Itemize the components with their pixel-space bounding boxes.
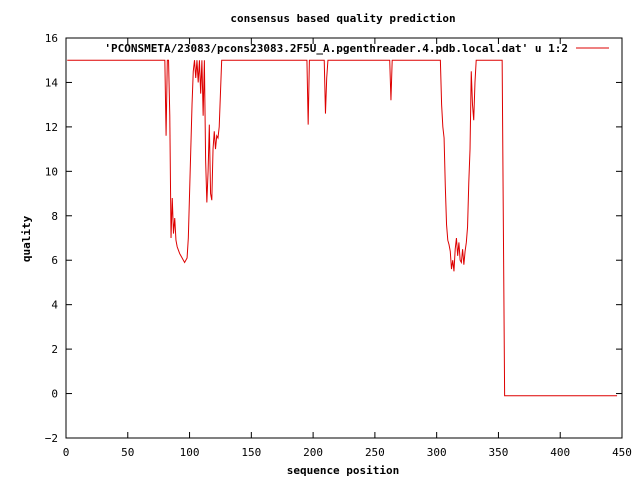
x-tick-label: 50 bbox=[121, 446, 134, 459]
x-tick-label: 300 bbox=[427, 446, 447, 459]
legend: 'PCONSMETA/23083/pcons23083.2F5U_A.pgent… bbox=[104, 42, 609, 55]
y-tick-label: 4 bbox=[51, 299, 58, 312]
x-axis-label: sequence position bbox=[287, 464, 400, 477]
y-tick-label: −2 bbox=[45, 432, 58, 445]
y-tick-label: 10 bbox=[45, 165, 58, 178]
x-tick-label: 0 bbox=[63, 446, 70, 459]
y-tick-label: 14 bbox=[45, 76, 59, 89]
series-line-0 bbox=[67, 59, 618, 397]
x-tick-label: 350 bbox=[489, 446, 509, 459]
y-tick-label: 12 bbox=[45, 121, 58, 134]
chart-title: consensus based quality prediction bbox=[230, 12, 455, 25]
x-tick-label: 150 bbox=[241, 446, 261, 459]
plot-frame bbox=[65, 37, 623, 439]
y-tick-label: 8 bbox=[51, 210, 58, 223]
y-tick-label: 0 bbox=[51, 388, 58, 401]
x-tick-label: 400 bbox=[550, 446, 570, 459]
legend-entry-label: 'PCONSMETA/23083/pcons23083.2F5U_A.pgent… bbox=[104, 42, 568, 55]
y-tick-label: 16 bbox=[45, 32, 58, 45]
y-tick-label: 2 bbox=[51, 343, 58, 356]
x-tick-label: 450 bbox=[612, 446, 632, 459]
y-axis-label: quality bbox=[20, 215, 33, 262]
x-tick-label: 200 bbox=[303, 446, 323, 459]
x-tick-label: 100 bbox=[180, 446, 200, 459]
x-tick-label: 250 bbox=[365, 446, 385, 459]
y-tick-label: 6 bbox=[51, 254, 58, 267]
